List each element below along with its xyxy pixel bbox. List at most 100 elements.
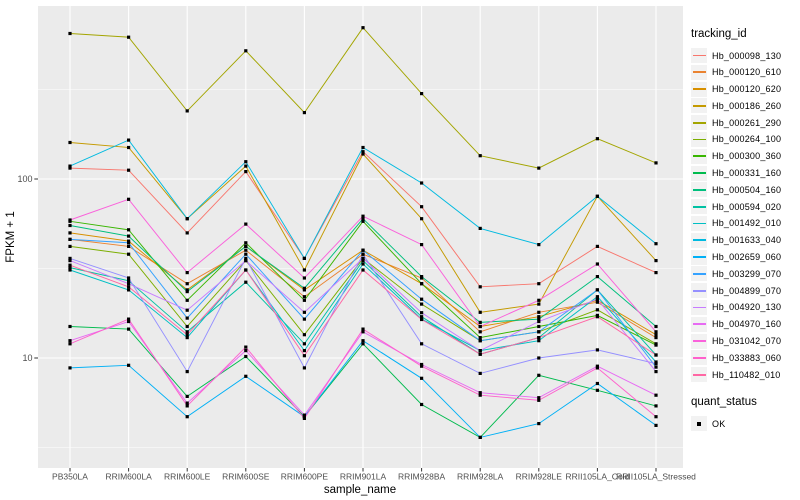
data-point bbox=[595, 364, 599, 368]
legend-line-icon bbox=[692, 256, 706, 258]
series-points-Hb_004920_130 bbox=[68, 256, 658, 374]
data-point bbox=[595, 300, 599, 304]
legend-key-swatch bbox=[691, 367, 707, 383]
series-points-Hb_003299_070 bbox=[68, 237, 658, 369]
legend-key-swatch bbox=[691, 266, 707, 282]
x-tick-label: RRIM928LA bbox=[457, 472, 504, 482]
data-point bbox=[302, 366, 306, 370]
data-point bbox=[478, 226, 482, 230]
legend-item-label: Hb_002659_060 bbox=[712, 252, 782, 263]
y-axis-tick-labels: 10 100 bbox=[17, 174, 32, 363]
legend-key-swatch bbox=[691, 249, 707, 265]
legend-key-swatch bbox=[691, 64, 707, 80]
legend-item-label: Hb_000331_160 bbox=[712, 168, 782, 179]
data-point bbox=[185, 401, 189, 405]
data-point bbox=[420, 297, 424, 301]
legend-key-swatch bbox=[691, 215, 707, 231]
data-point bbox=[302, 416, 306, 420]
legend-line-icon bbox=[692, 121, 706, 124]
data-point bbox=[302, 317, 306, 321]
legend-item-label: Hb_000120_620 bbox=[712, 84, 782, 95]
data-point bbox=[478, 339, 482, 343]
data-point bbox=[361, 152, 365, 156]
data-point bbox=[185, 282, 189, 286]
data-point bbox=[595, 275, 599, 279]
legend-item-label: Hb_031042_070 bbox=[712, 336, 782, 347]
data-point bbox=[185, 290, 189, 294]
data-point bbox=[478, 320, 482, 324]
data-point bbox=[595, 244, 599, 248]
data-point bbox=[244, 268, 248, 272]
x-tick-label: RRII105LA_Cold bbox=[566, 472, 630, 482]
data-point bbox=[302, 342, 306, 346]
data-point bbox=[68, 256, 72, 260]
data-point bbox=[654, 330, 658, 334]
legend-item: Hb_004970_160 bbox=[691, 316, 799, 332]
legend-line-icon bbox=[692, 306, 706, 309]
data-point bbox=[537, 398, 541, 402]
legend-item-label: Hb_000264_100 bbox=[712, 134, 782, 145]
legend-line-icon bbox=[692, 71, 706, 74]
data-point bbox=[537, 324, 541, 329]
data-point bbox=[654, 362, 658, 366]
data-point bbox=[185, 370, 189, 374]
legend-line-icon bbox=[692, 289, 706, 292]
data-point bbox=[68, 268, 72, 272]
data-point bbox=[185, 109, 189, 113]
data-point bbox=[420, 402, 424, 407]
legend: tracking_id Hb_000098_130 Hb_000120_610 Hb… bbox=[691, 28, 799, 433]
legend-item: Hb_000504_160 bbox=[691, 182, 799, 198]
data-point bbox=[127, 319, 131, 324]
legend-item-label: Hb_001492_010 bbox=[712, 218, 782, 229]
data-point bbox=[595, 288, 599, 292]
data-point bbox=[302, 333, 306, 337]
data-point bbox=[302, 295, 306, 299]
data-point bbox=[185, 404, 189, 408]
data-point bbox=[68, 324, 72, 329]
data-point bbox=[68, 140, 72, 145]
data-point bbox=[185, 231, 189, 235]
legend-item-label: Hb_000300_360 bbox=[712, 151, 782, 162]
data-point bbox=[537, 396, 541, 400]
legend-item-label: Hb_000261_290 bbox=[712, 117, 782, 128]
data-point bbox=[244, 248, 248, 252]
data-point bbox=[127, 282, 131, 286]
data-point bbox=[244, 256, 248, 260]
data-point bbox=[244, 241, 248, 245]
legend-item: Hb_004899_070 bbox=[691, 283, 799, 299]
data-point bbox=[68, 339, 72, 343]
series-points-Hb_001633_040 bbox=[68, 138, 658, 260]
data-point bbox=[302, 276, 306, 280]
x-axis-title: sample_name bbox=[324, 484, 396, 496]
data-point bbox=[537, 315, 541, 319]
data-point bbox=[595, 348, 599, 352]
data-point bbox=[302, 268, 306, 272]
legend-key-swatch bbox=[691, 199, 707, 215]
data-point bbox=[537, 319, 541, 324]
data-point bbox=[68, 342, 72, 346]
data-point bbox=[654, 353, 658, 357]
data-point bbox=[537, 166, 541, 170]
data-point bbox=[595, 381, 599, 386]
legend-item-label: Hb_000120_610 bbox=[712, 67, 782, 78]
data-point bbox=[654, 271, 658, 275]
legend-item: Hb_001633_040 bbox=[691, 232, 799, 248]
legend-key-swatch bbox=[691, 165, 707, 181]
data-point bbox=[654, 415, 658, 419]
data-point bbox=[478, 336, 482, 340]
data-point bbox=[361, 256, 365, 260]
data-point bbox=[127, 244, 131, 248]
series-points-Hb_004899_070 bbox=[68, 252, 658, 375]
data-point bbox=[68, 237, 72, 241]
data-point bbox=[244, 345, 248, 349]
x-tick-label: RRIM600SE bbox=[222, 472, 270, 482]
data-point bbox=[244, 222, 248, 226]
legend-key-swatch bbox=[691, 148, 707, 164]
data-point bbox=[420, 205, 424, 209]
data-point bbox=[244, 164, 248, 168]
data-point bbox=[654, 324, 658, 329]
legend-line-icon bbox=[692, 205, 706, 208]
x-tick-label: RRIM600LE bbox=[164, 472, 211, 482]
